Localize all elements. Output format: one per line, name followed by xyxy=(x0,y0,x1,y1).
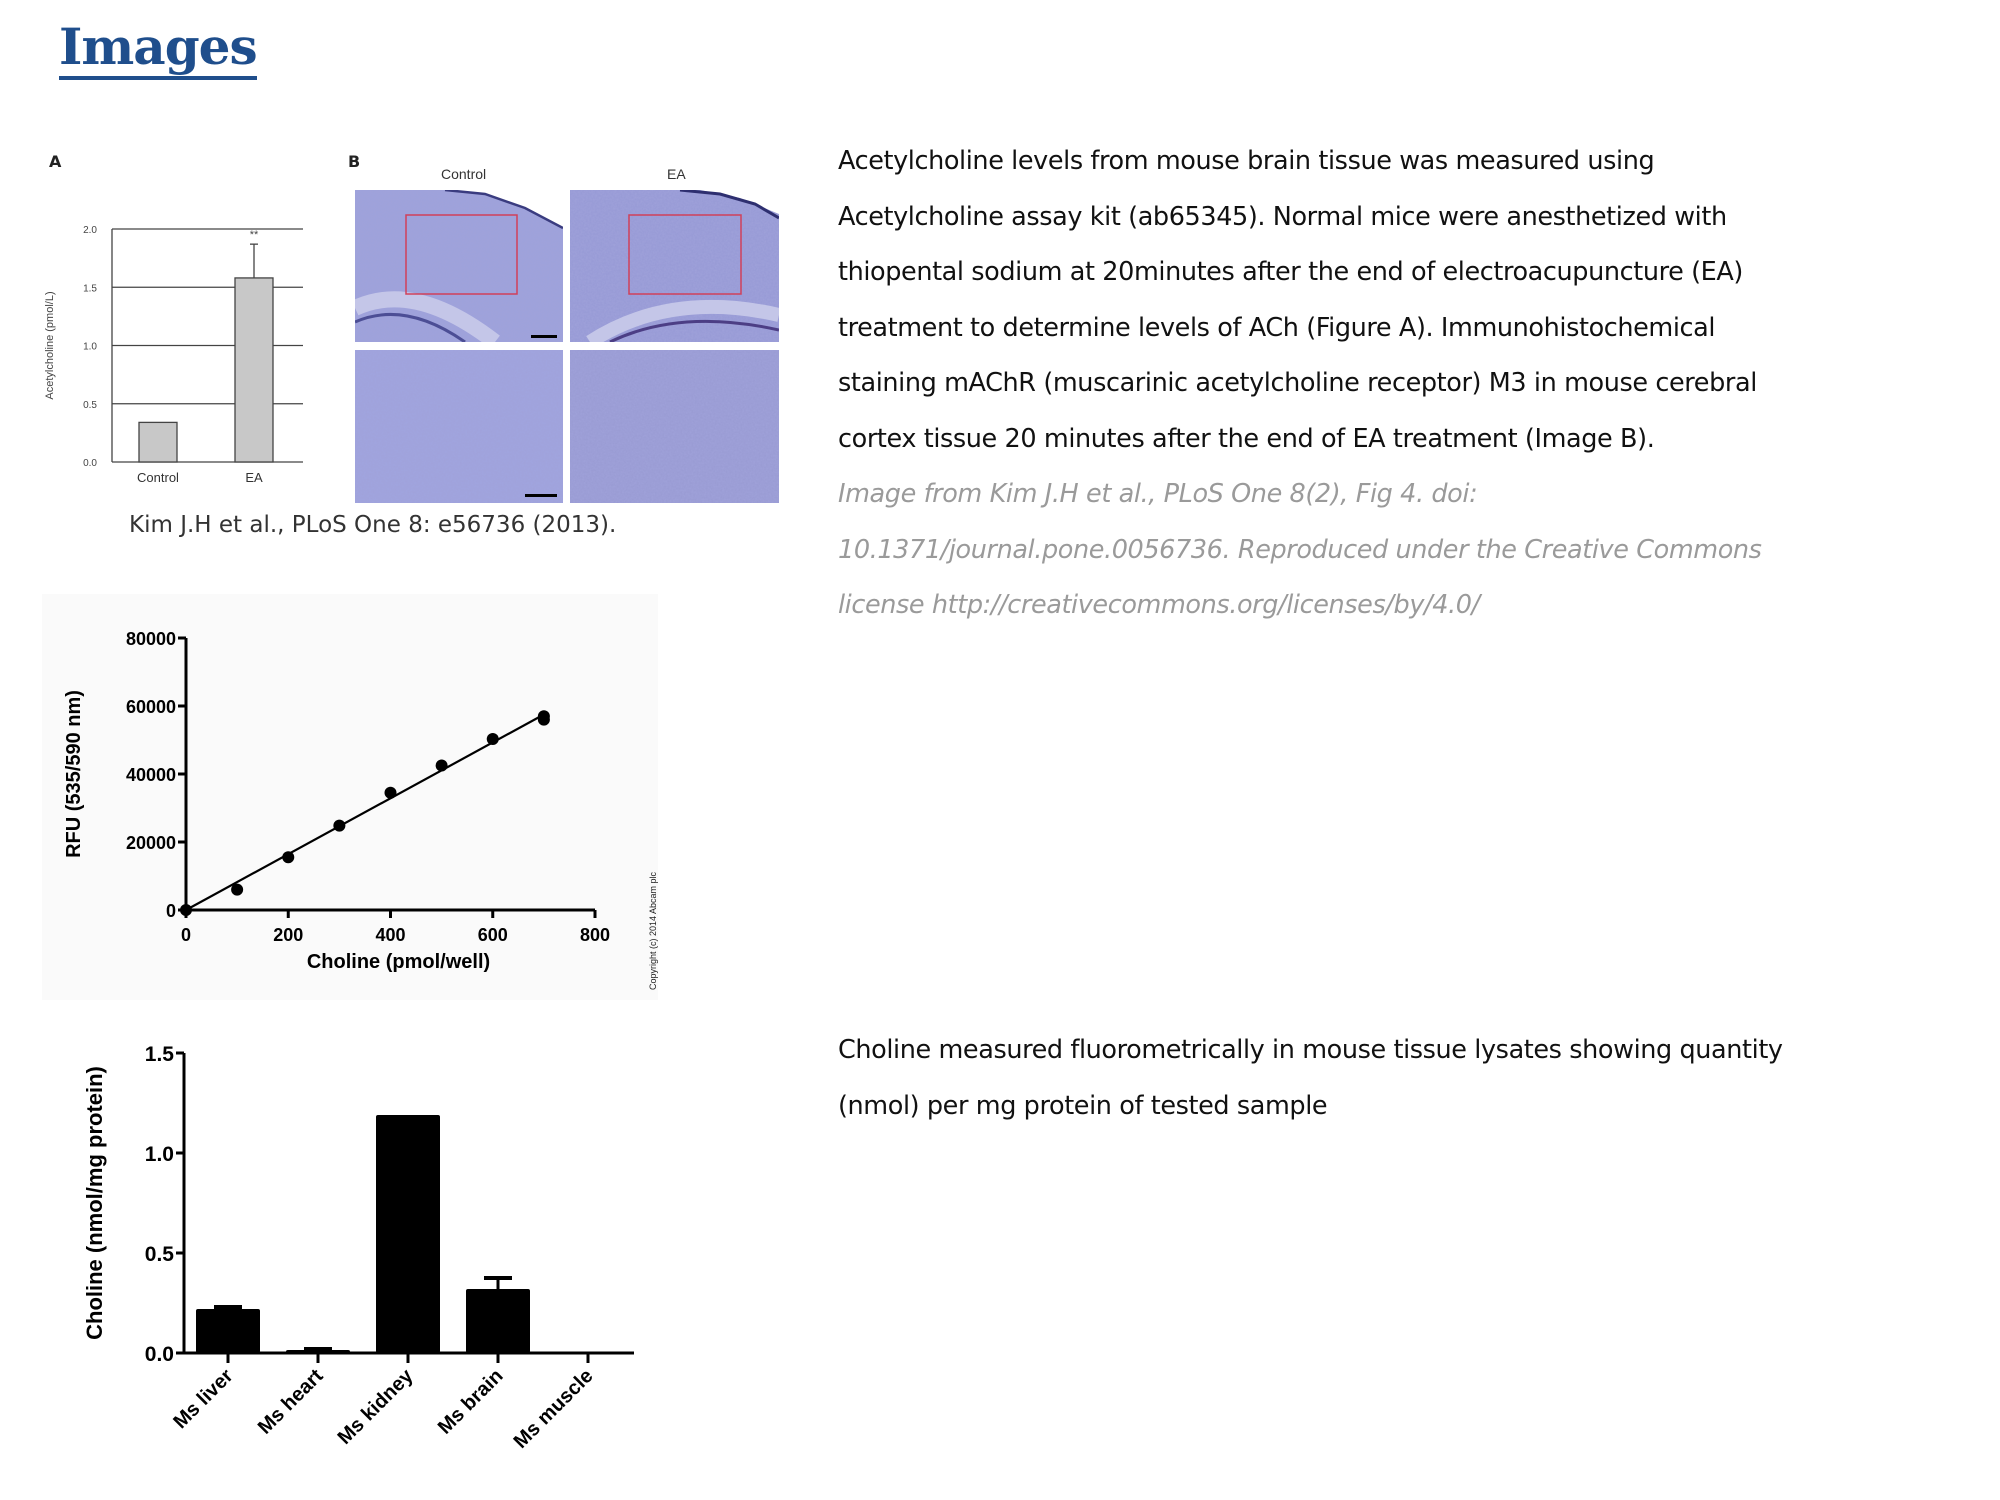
y-tick-label: 0.0 xyxy=(83,458,97,469)
data-point xyxy=(282,851,295,864)
data-point xyxy=(180,904,192,916)
description-line: Acetylcholine levels from mouse brain ti… xyxy=(838,146,1655,176)
x-axis-label: Choline (pmol/well) xyxy=(307,951,490,973)
micrograph-ea-low-mag xyxy=(570,190,779,342)
y-axis-label: Choline (nmol/mg protein) xyxy=(82,1066,107,1340)
x-tick-label: Ms brain xyxy=(434,1365,508,1439)
acetylcholine-description: Acetylcholine levels from mouse brain ti… xyxy=(838,134,1762,634)
bar-ms-brain xyxy=(466,1289,530,1353)
bar-ea xyxy=(234,277,274,463)
credit-line: 10.1371/journal.pone.0056736. Reproduced… xyxy=(838,534,1762,565)
y-axis-label: RFU (535/590 nm) xyxy=(63,690,85,858)
x-tick-label: Control xyxy=(137,470,179,485)
y-tick-label: 1.5 xyxy=(145,1043,175,1066)
x-tick-label: Ms liver xyxy=(169,1365,237,1433)
description-line: treatment to determine levels of ACh (Fi… xyxy=(838,312,1716,343)
data-point xyxy=(231,883,244,896)
x-tick-label: 800 xyxy=(580,925,610,945)
data-point xyxy=(333,819,346,832)
panel-b-label: B xyxy=(348,152,361,171)
roi-box xyxy=(405,214,518,295)
panel-b-ea-label: EA xyxy=(667,166,686,182)
micrograph-control-high-mag xyxy=(355,350,563,503)
x-tick-label: Ms muscle xyxy=(510,1365,598,1453)
bar-control xyxy=(138,421,178,463)
x-tick-label: Ms kidney xyxy=(334,1364,419,1449)
bar-ms-liver xyxy=(196,1309,260,1353)
y-tick-label: 20000 xyxy=(126,833,176,853)
x-tick-label: 0 xyxy=(181,925,191,945)
data-point xyxy=(384,786,397,799)
roi-box xyxy=(628,214,742,295)
description-line: Choline measured fluorometrically in mou… xyxy=(838,1035,1783,1065)
scale-bar xyxy=(525,494,557,497)
x-tick-label: 200 xyxy=(273,925,303,945)
significance-marker: ** xyxy=(250,229,259,241)
description-line: Acetylcholine assay kit (ab65345). Norma… xyxy=(838,201,1727,232)
y-tick-label: 1.0 xyxy=(145,1143,174,1166)
y-tick-label: 80000 xyxy=(126,629,176,649)
micrograph-control-low-mag xyxy=(355,190,563,342)
y-tick-label: 0.0 xyxy=(145,1343,174,1366)
x-tick-label: 600 xyxy=(478,925,508,945)
micrograph-ea-high-mag xyxy=(570,350,779,503)
page-title: Images xyxy=(59,18,258,80)
fit-line xyxy=(185,713,545,911)
y-tick-label: 0.5 xyxy=(83,400,97,411)
y-tick-label: 0.5 xyxy=(145,1243,175,1266)
description-line: (nmol) per mg protein of tested sample xyxy=(838,1090,1328,1121)
x-tick-label: EA xyxy=(245,470,263,485)
description-line: cortex tissue 20 minutes after the end o… xyxy=(838,423,1655,454)
panel-b-control-label: Control xyxy=(441,166,487,182)
data-point xyxy=(537,710,550,723)
panel-a-label: A xyxy=(49,152,62,171)
scale-bar xyxy=(531,335,557,338)
description-line: thiopental sodium at 20minutes after the… xyxy=(838,257,1743,287)
standard-curve-background xyxy=(42,594,658,1000)
description-line: staining mAChR (muscarinic acetylcholine… xyxy=(838,368,1757,398)
x-tick-label: 400 xyxy=(375,925,405,945)
bar-ms-kidney xyxy=(376,1115,440,1353)
y-tick-label: 40000 xyxy=(126,765,176,785)
y-tick-label: 1.0 xyxy=(83,342,97,353)
x-tick-label: Ms heart xyxy=(254,1365,328,1439)
y-axis-label: Acetylcholine (pmol/L) xyxy=(44,291,56,399)
figure-citation: Kim J.H et al., PLoS One 8: e56736 (2013… xyxy=(129,512,617,538)
choline-description: Choline measured fluorometrically in mou… xyxy=(838,1023,1783,1134)
y-tick-label: 1.5 xyxy=(83,283,97,294)
credit-line: license http://creativecommons.org/licen… xyxy=(838,590,1480,620)
data-point xyxy=(435,759,448,772)
y-tick-label: 60000 xyxy=(126,697,176,717)
y-tick-label: 0 xyxy=(166,901,176,921)
credit-line: Image from Kim J.H et al., PLoS One 8(2)… xyxy=(838,479,1478,509)
data-point xyxy=(486,732,499,745)
y-tick-label: 2.0 xyxy=(83,225,97,236)
